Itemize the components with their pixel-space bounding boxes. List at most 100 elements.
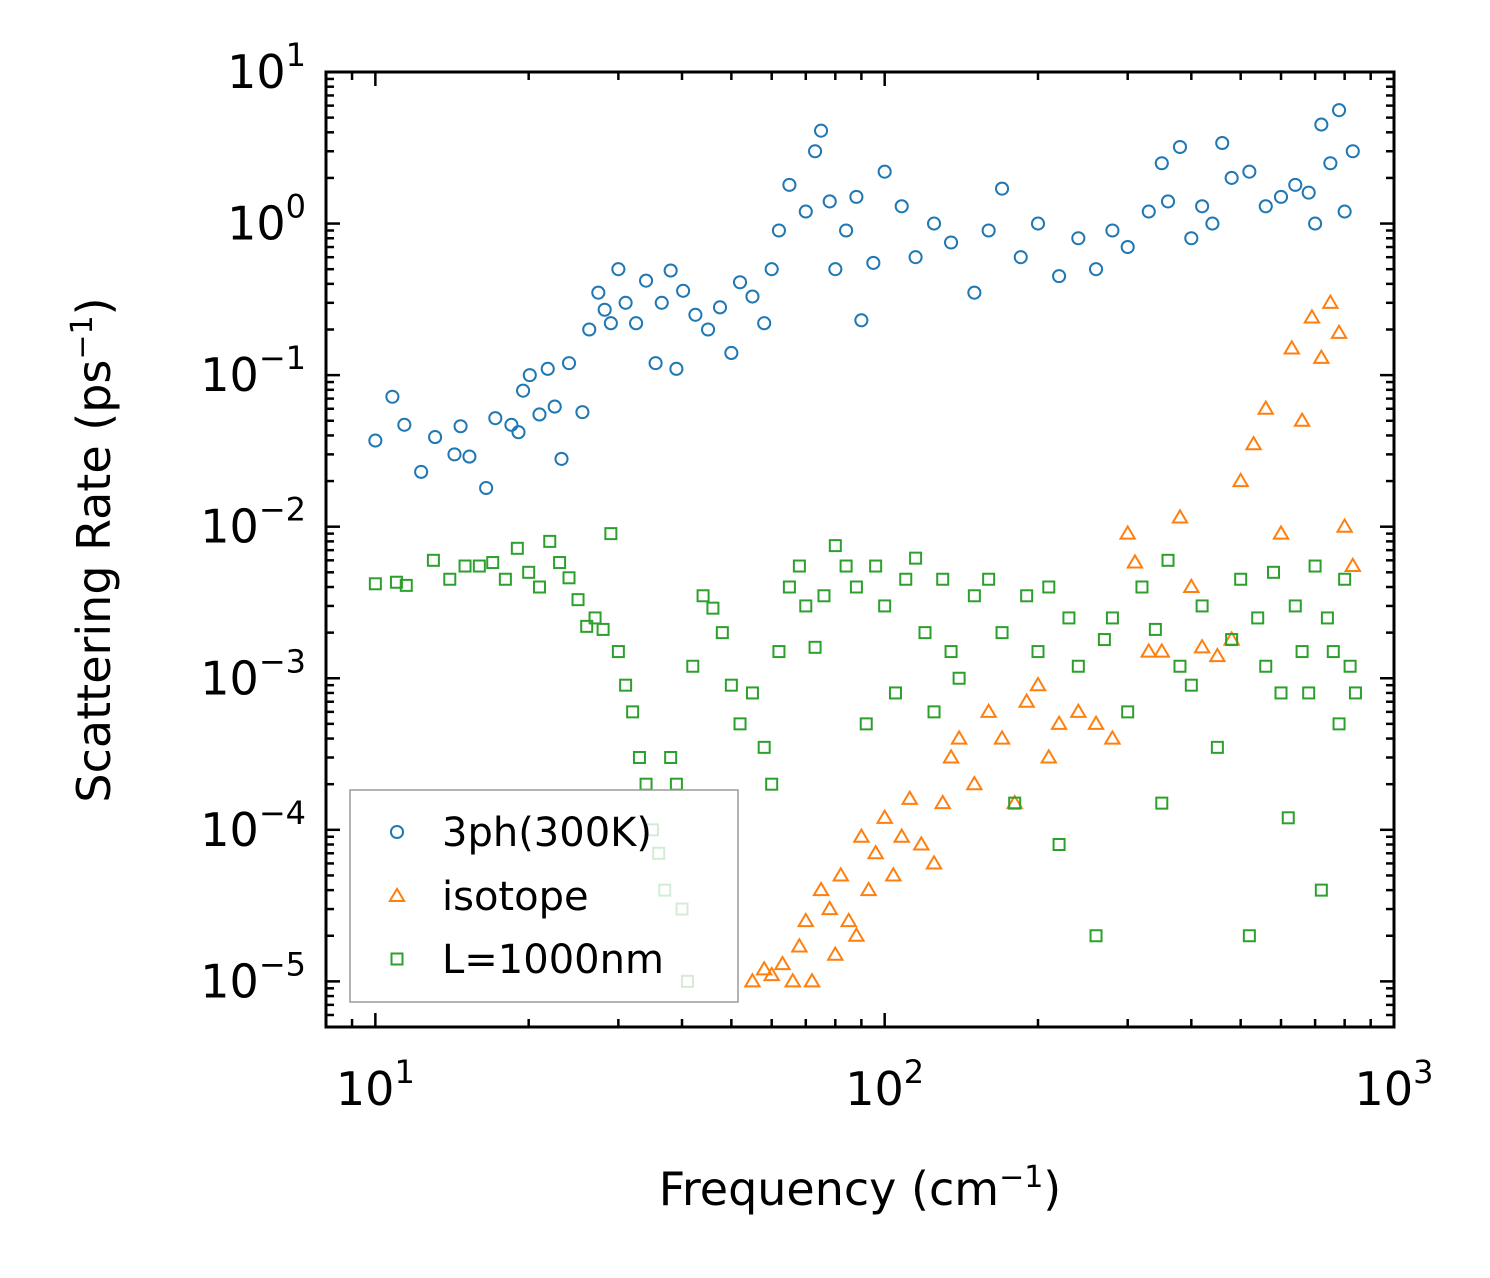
- data-point-circle: [894, 199, 909, 214]
- data-point-circle: [1141, 204, 1156, 219]
- data-point-square: [757, 740, 771, 754]
- data-point-square: [1184, 678, 1198, 692]
- data-point-circle: [1258, 199, 1273, 214]
- data-point-circle: [926, 216, 942, 231]
- data-point-square: [745, 686, 759, 700]
- data-point-circle: [839, 223, 854, 238]
- data-point-circle: [1288, 177, 1303, 192]
- data-point-circle: [1273, 189, 1289, 204]
- data-point-square: [632, 750, 646, 764]
- y-tick-label: 101: [227, 36, 306, 99]
- data-point-square: [1008, 796, 1022, 810]
- data-point-circle: [822, 194, 837, 209]
- series-1: [743, 293, 1362, 988]
- data-point-circle: [663, 263, 678, 278]
- data-point-square: [571, 593, 585, 607]
- data-point-square: [1195, 599, 1209, 613]
- data-point-square: [1020, 589, 1034, 603]
- data-point-triangle: [979, 702, 998, 718]
- data-point-square: [967, 589, 981, 603]
- data-point-circle: [798, 204, 813, 219]
- data-point-square: [611, 645, 625, 659]
- data-point-circle: [1030, 216, 1046, 231]
- data-point-triangle: [852, 827, 871, 843]
- y-axis-title: Scattering Rate (ps−1): [65, 297, 121, 802]
- data-point-triangle: [812, 881, 830, 897]
- data-point-triangle: [1171, 508, 1189, 524]
- data-point-square: [927, 705, 941, 719]
- data-point-square: [588, 611, 602, 625]
- data-point-triangle: [839, 911, 858, 928]
- data-point-circle: [639, 273, 654, 288]
- data-point-circle: [1195, 199, 1210, 214]
- data-point-square: [1314, 883, 1328, 897]
- data-point-triangle: [755, 960, 774, 976]
- data-point-circle: [1052, 269, 1067, 284]
- legend-box: [349, 789, 739, 1003]
- data-point-triangle: [1343, 556, 1362, 573]
- y-tick-label: 100: [227, 188, 306, 251]
- data-point-square: [389, 575, 403, 589]
- data-point-square: [619, 678, 633, 692]
- data-point-square: [1155, 796, 1169, 810]
- x-axis-title: Frequency (cm−1): [659, 1160, 1062, 1216]
- data-point-circle: [1105, 223, 1120, 238]
- data-point-square: [733, 717, 747, 731]
- data-point-square: [878, 599, 892, 613]
- data-point-circle: [1301, 185, 1316, 200]
- data-point-square: [1348, 686, 1362, 700]
- data-point-circle: [654, 295, 669, 310]
- data-point-square: [899, 572, 913, 586]
- series-0: [368, 103, 1360, 496]
- data-point-triangle: [743, 972, 762, 988]
- data-point-circle: [397, 417, 412, 432]
- data-point-circle: [1088, 262, 1104, 277]
- data-point-triangle: [1029, 676, 1047, 692]
- data-point-triangle: [892, 827, 911, 843]
- data-point-triangle: [965, 775, 984, 791]
- data-point-square: [399, 578, 413, 592]
- data-point-triangle: [900, 789, 919, 805]
- data-point-circle: [1154, 156, 1169, 171]
- data-point-triangle: [1312, 348, 1331, 364]
- data-point-circle: [1331, 103, 1347, 118]
- data-point-square: [1338, 572, 1352, 586]
- data-point-triangle: [1244, 435, 1263, 451]
- data-point-square: [1302, 686, 1316, 700]
- data-point-circle: [532, 407, 547, 422]
- data-point-circle: [908, 250, 923, 265]
- data-point-triangle: [884, 866, 903, 882]
- data-point-triangle: [820, 899, 839, 916]
- legend-label-3ph: 3ph(300K): [442, 810, 652, 856]
- data-point-circle: [1242, 164, 1257, 179]
- data-point-circle: [1120, 239, 1135, 255]
- data-point-square: [1121, 705, 1135, 719]
- data-point-circle: [813, 123, 829, 138]
- data-point-triangle: [1231, 471, 1250, 488]
- data-point-circle: [582, 322, 597, 337]
- data-point-square: [1210, 740, 1224, 754]
- data-point-square: [522, 565, 536, 579]
- data-point-triangle: [1103, 729, 1122, 745]
- data-point-triangle: [993, 729, 1011, 745]
- data-point-circle: [428, 430, 443, 445]
- y-tick-label: 10−1: [200, 339, 306, 402]
- data-point-circle: [771, 223, 786, 238]
- data-point-circle: [511, 425, 526, 440]
- data-point-circle: [782, 177, 797, 192]
- data-point-square: [596, 622, 610, 636]
- data-point-circle: [540, 361, 555, 376]
- data-point-triangle: [1193, 638, 1212, 654]
- data-point-circle: [575, 405, 590, 420]
- data-point-square: [1089, 929, 1103, 943]
- data-point-triangle: [1039, 748, 1058, 764]
- data-point-circle: [488, 411, 503, 426]
- data-point-square: [1105, 611, 1119, 625]
- data-point-circle: [618, 295, 633, 310]
- y-tick-label: 10−5: [200, 945, 306, 1008]
- data-points: [368, 103, 1362, 988]
- data-point-square: [562, 571, 576, 585]
- data-point-square: [1320, 611, 1334, 625]
- legend-markers: [388, 824, 406, 966]
- data-point-square: [426, 553, 440, 567]
